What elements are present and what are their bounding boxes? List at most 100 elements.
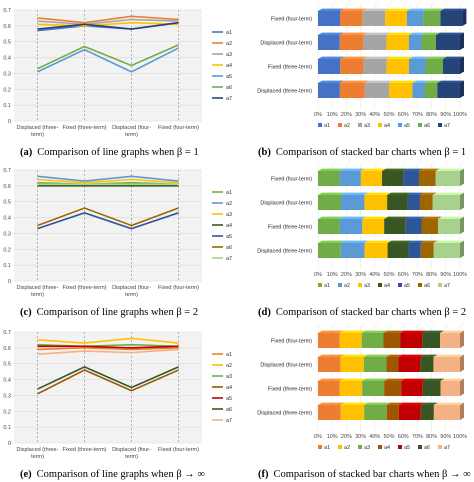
bar-segment-top-a5 (398, 402, 425, 405)
gridline-depth (346, 161, 351, 165)
bar-segment-top-a6 (422, 330, 445, 333)
bar-segment-a4 (385, 11, 407, 26)
bar-segment-a1 (318, 195, 342, 210)
bar-segment-side-a7 (460, 192, 464, 210)
legend-label-a5: a5 (404, 445, 410, 451)
legend-swatch-a6 (418, 283, 422, 287)
bar-segment-a7 (440, 333, 460, 348)
row-label: Displaced (four-term) (260, 363, 312, 369)
bar-segment-top-a6 (420, 240, 438, 243)
bar-segment-top-a5 (401, 378, 427, 381)
bar-segment-top-a5 (403, 168, 423, 171)
legend-label-a4: a4 (384, 283, 390, 289)
x-tick-label-line: Fixed (four-term) (158, 125, 199, 131)
legend-swatch-a7 (438, 445, 442, 449)
y-tick-label: 0.6 (3, 184, 11, 190)
series-line-a4 (37, 21, 179, 27)
bar-segment-a1 (318, 11, 341, 26)
bar-segment-a7 (433, 243, 460, 258)
bar-segment-a2 (340, 243, 365, 258)
gridline-depth (459, 161, 465, 165)
series-line-a5 (37, 211, 179, 230)
legend-label-a4: a4 (384, 123, 390, 129)
bar-segment-top-a2 (339, 330, 366, 333)
legend-label-a7: a7 (226, 418, 232, 424)
bar-segment-top-a2 (339, 216, 367, 219)
row-label: Fixed (three-term) (268, 65, 312, 71)
bar-segment-a2 (340, 11, 363, 26)
legend-label-a1: a1 (324, 283, 330, 289)
x-tick-label: Fixed (four-term) (158, 447, 199, 453)
legend-swatch-a3 (358, 283, 362, 287)
x-tick-label: 10% (327, 112, 338, 118)
bar-segment-a1 (318, 357, 341, 372)
bar-segment-top-a5 (398, 354, 425, 357)
bar-segment-a2 (339, 35, 364, 50)
bar-segment-top-a2 (339, 168, 365, 171)
y-tick-label: 0.3 (3, 231, 11, 237)
legend-swatch-a2 (338, 283, 342, 287)
bar-segment-top-a7 (438, 216, 464, 219)
legend-label-a1: a1 (324, 445, 330, 451)
legend-label-a1: a1 (226, 352, 232, 358)
bar-segment-a3 (362, 219, 385, 234)
x-tick-label: 60% (398, 434, 409, 440)
legend-swatch-a4 (378, 123, 382, 127)
bar-segment-a6 (421, 35, 437, 50)
bar-segment-a3 (361, 333, 384, 348)
bar-segment-side-a7 (462, 8, 467, 26)
bar-segment-a5 (407, 195, 420, 210)
legend-swatch-a7 (438, 283, 442, 287)
y-tick-label: 0.5 (3, 362, 11, 368)
x-tick-label: 90% (440, 434, 451, 440)
line-chart-caption: (c) Comparison of line graphs when β = 2 (20, 307, 198, 318)
gridline-depth (360, 1, 365, 5)
x-tick-label: 70% (412, 434, 423, 440)
line-chart-caption: (e) Comparison of line graphs when β → ∞ (20, 469, 205, 480)
gridline-depth (417, 161, 422, 165)
bar-segment-a2 (339, 171, 361, 186)
legend-label-a7: a7 (444, 123, 450, 129)
caption-tag: (f) (258, 469, 269, 480)
bar-segment-top-a4 (386, 402, 403, 405)
caption-tag: (b) (258, 147, 271, 158)
bar-segment-a4 (384, 381, 402, 396)
x-tick-label: Displaced (three-term) (17, 447, 59, 460)
caption-text: Comparison of stacked bar charts when β … (276, 147, 466, 158)
x-tick-label-line: Fixed (three-term) (62, 125, 106, 131)
bar-segment-top-a3 (363, 32, 391, 35)
bar-segment-a7 (438, 219, 460, 234)
caption-text: Comparison of line graphs when β → ∞ (37, 469, 205, 480)
x-tick-label: 20% (341, 434, 352, 440)
y-tick-label: 0.5 (3, 200, 11, 206)
legend-label-a2: a2 (226, 363, 232, 369)
y-tick-label: 0.1 (3, 263, 11, 269)
legend-swatch-a2 (338, 123, 342, 127)
bar-segment-a6 (422, 333, 441, 348)
series-line-a6 (37, 44, 179, 70)
bar-segment-a2 (339, 381, 363, 396)
legend-label-a6: a6 (226, 85, 232, 91)
bar-segment-top-a2 (340, 402, 369, 405)
bar-segment-a3 (364, 243, 388, 258)
bar-segment-top-a6 (421, 32, 441, 35)
gridline-depth (445, 323, 450, 327)
bar-segment-a1 (318, 59, 341, 74)
x-tick-label: 50% (383, 112, 394, 118)
bar-segment-top-a3 (362, 8, 390, 11)
bar-segment-a4 (389, 83, 413, 98)
bar-segment-a7 (437, 83, 460, 98)
legend-label-a3: a3 (364, 123, 370, 129)
gridline-depth (346, 1, 351, 5)
legend-label-a6: a6 (226, 245, 232, 251)
x-tick-label-line: Displaced (three- (17, 447, 59, 453)
bar-segment-top-a4 (384, 216, 410, 219)
x-tick-label: 70% (412, 112, 423, 118)
gridline-depth (388, 161, 394, 165)
gridline-depth (317, 323, 323, 327)
gridline-depth (417, 323, 422, 327)
y-tick-label: 0 (8, 279, 11, 285)
y-tick-label: 0.2 (3, 87, 11, 93)
bar-segment-a1 (318, 219, 340, 234)
x-tick-label: 60% (398, 112, 409, 118)
